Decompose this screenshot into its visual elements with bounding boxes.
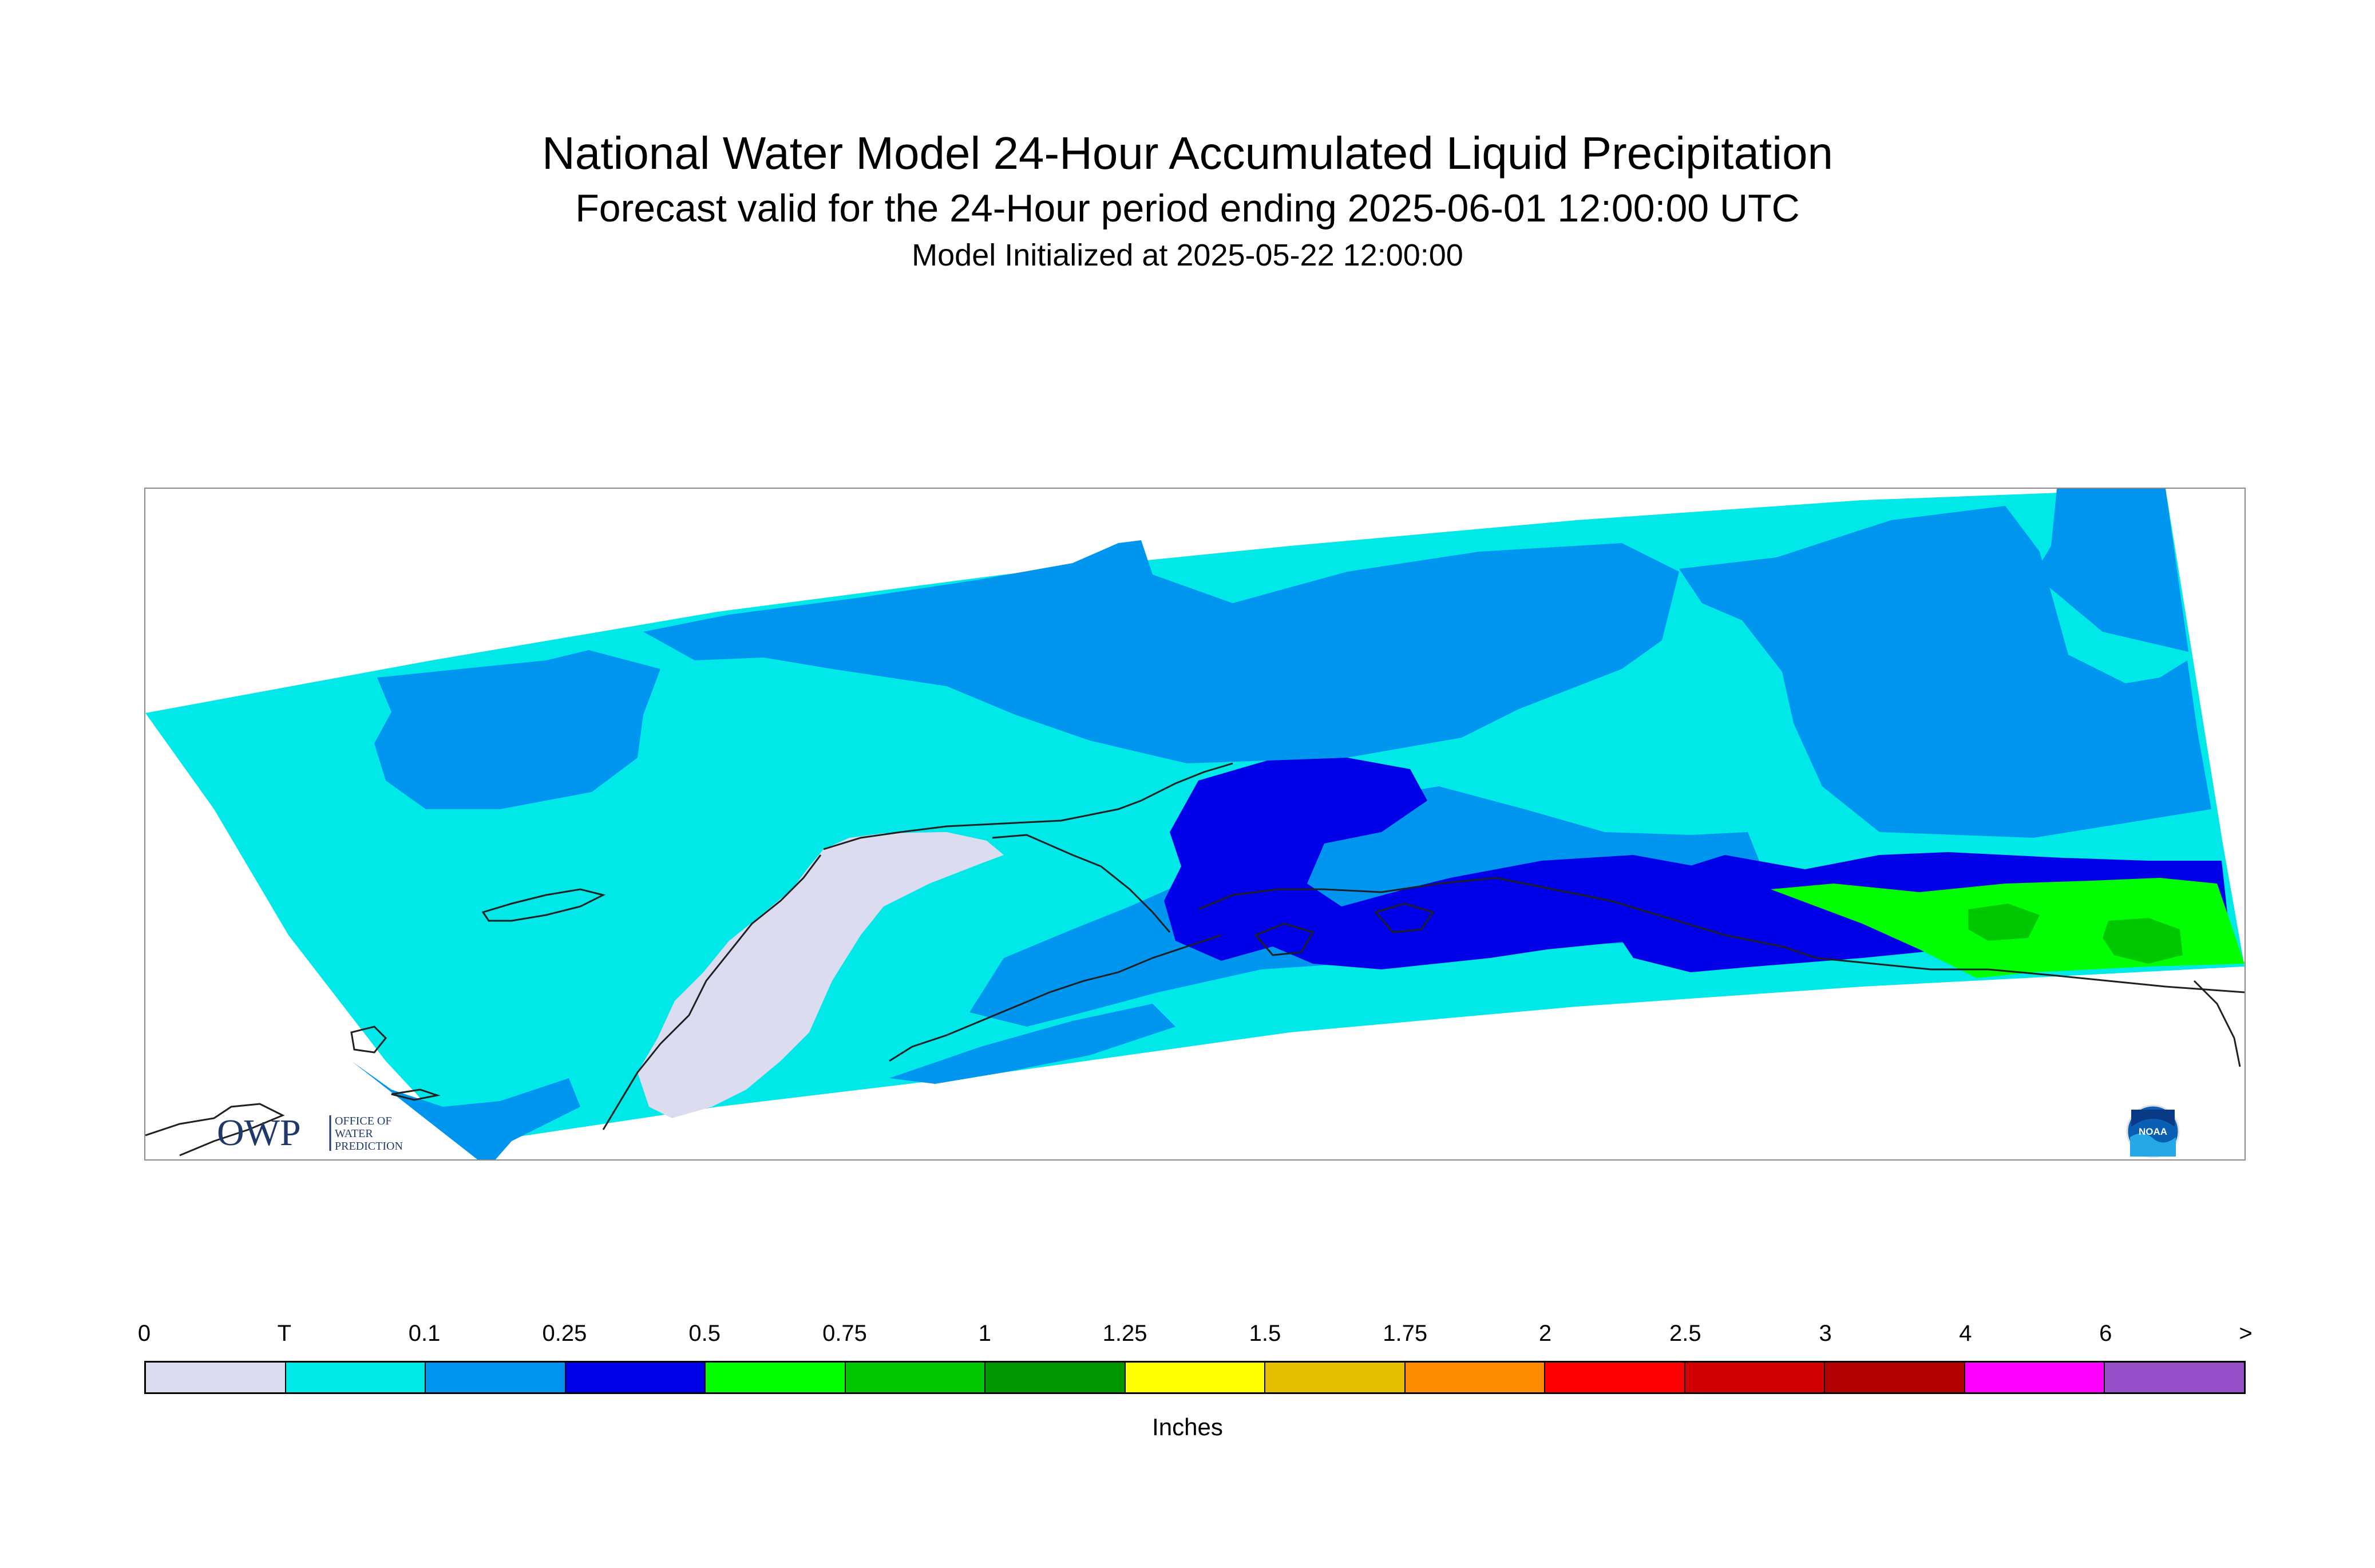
legend-swatch [146,1363,286,1392]
map-title: National Water Model 24-Hour Accumulated… [542,128,1833,179]
legend-tick-label: 3 [1819,1321,1832,1346]
island-st-lawrence [481,888,606,922]
coastline-kodiak [1254,922,1315,956]
legend-swatch [1405,1363,1546,1392]
legend-tick-label: 6 [2099,1321,2112,1346]
region-trace-kuskokwim [638,832,1004,1118]
island-nunivak [350,1025,387,1054]
owp-text-line1: OFFICE OF [335,1115,391,1127]
coastline-gulf [1198,877,1817,959]
owp-text-line2: WATER [335,1127,373,1140]
island-se-tip [2193,980,2241,1067]
owp-text-line3: PREDICTION [335,1140,403,1153]
region-blue-peninsula [889,1004,1175,1084]
coastline-bristol [889,934,1222,1062]
legend-swatch [1265,1363,1406,1392]
region-darkgreen-2 [2103,918,2183,964]
legend-swatch [2105,1363,2244,1392]
legend-colorbar [144,1361,2246,1394]
legend-labels: 0 T 0.1 0.25 0.5 0.75 1 1.25 1.5 1.75 2 2.5 3 4 6 > [138,1316,2253,1351]
legend-tick-label: 4 [1959,1321,1972,1346]
region-blue-southwest [351,1061,580,1159]
legend-tick-label: 0.25 [542,1321,587,1346]
coastline-se [1816,957,2245,993]
legend-tick-label: T [277,1321,292,1346]
map-subtitle: Forecast valid for the 24-Hour period en… [575,187,1800,230]
region-darkblue-prince-william [1164,758,1742,969]
noaa-logo-text: NOAA [2139,1126,2167,1137]
coastline-seward [823,762,1233,850]
precipitation-map: OWP OFFICE OF WATER PREDICTION NOAA [144,488,2246,1161]
legend-swatch [565,1363,706,1392]
legend-swatch [1545,1363,1685,1392]
legend-tick-label: 1.25 [1102,1321,1147,1346]
island-east-russia [145,1103,285,1157]
legend-tick-label: 1 [978,1321,991,1346]
legend-tick-label: 1.75 [1383,1321,1428,1346]
island-st-matthew [391,1088,441,1101]
legend-swatch [286,1363,426,1392]
legend-tick-label: 0 [137,1321,151,1346]
legend: 0 T 0.1 0.25 0.5 0.75 1 1.25 1.5 1.75 2 2.5 3 4 6 > [138,1316,2253,1431]
legend-swatch [1825,1363,1965,1392]
legend-swatch [426,1363,566,1392]
region-darkgreen-1 [1968,904,2040,941]
legend-tick-label: 0.1 [408,1321,441,1346]
coastline-norton [992,834,1171,933]
legend-swatch [1685,1363,1826,1392]
legend-tick-label: 0.5 [688,1321,721,1346]
coastlines [145,762,2245,1157]
legend-swatch [1965,1363,2105,1392]
legend-units: Inches [1152,1413,1223,1440]
legend-swatch [985,1363,1126,1392]
owp-logo-graphic: OWP OFFICE OF WATER PREDICTION [217,1112,403,1154]
legend-tick-label: 2 [1538,1321,1552,1346]
coastline-west [602,854,822,1130]
region-blue-northeast [1679,506,2211,838]
region-blue-north [643,540,1679,763]
model-init-time: Model Initialized at 2025-05-22 12:00:00 [912,238,1463,272]
legend-tick-label: > [2239,1321,2253,1346]
noaa-logo: NOAA [2125,1104,2180,1159]
legend-tick-label: 2.5 [1669,1321,1701,1346]
legend-tick-label: 1.5 [1249,1321,1281,1346]
map-canvas [145,489,2245,1159]
legend-swatch [706,1363,846,1392]
owp-logo: OWP OFFICE OF WATER PREDICTION [217,1110,457,1155]
coastline-kenai [1374,902,1435,933]
legend-swatch [1125,1363,1266,1392]
owp-mark: OWP [217,1112,301,1154]
legend-swatch [845,1363,986,1392]
legend-tick-label: 0.75 [822,1321,867,1346]
region-blue-east-edge [2034,489,2188,652]
noaa-logo-graphic: NOAA [2126,1104,2180,1158]
region-blue-nw [374,650,660,809]
